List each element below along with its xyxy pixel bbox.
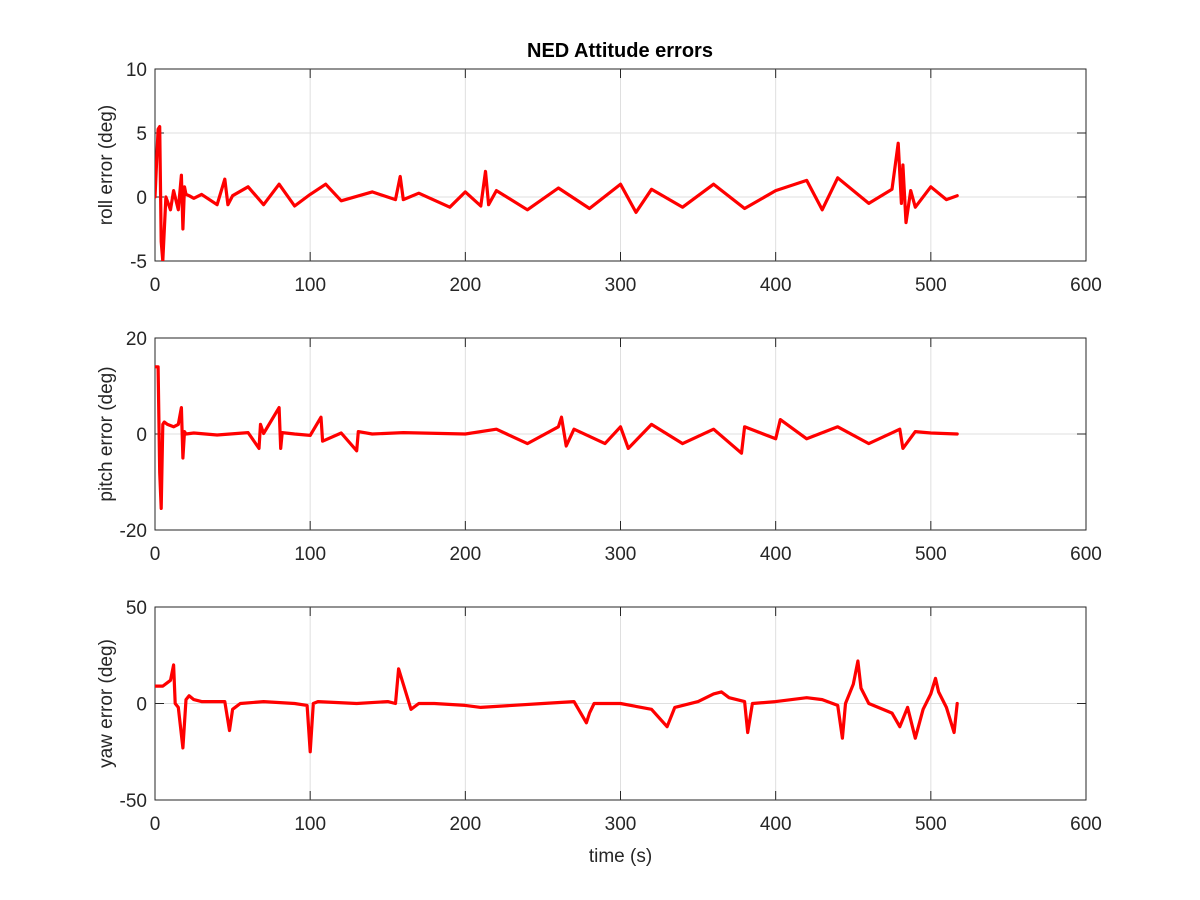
yaw-ytick-label: 0 <box>136 695 147 716</box>
roll-xtick-label: 500 <box>915 275 947 296</box>
yaw-xtick-label: 500 <box>915 814 947 835</box>
roll-ylabel: roll error (deg) <box>96 105 117 225</box>
pitch-ylabel: pitch error (deg) <box>96 366 117 501</box>
pitch-ytick-label: -20 <box>120 521 147 542</box>
yaw-xtick-label: 400 <box>760 814 792 835</box>
pitch-error-series <box>155 365 959 510</box>
roll-ytick-label: 0 <box>136 188 147 209</box>
figure-title: NED Attitude errors <box>527 40 713 62</box>
pitch-xtick-label: 400 <box>760 544 792 565</box>
pitch-ytick-label: 20 <box>126 329 147 350</box>
roll-xtick-label: 0 <box>150 275 161 296</box>
yaw-ytick-label: 50 <box>126 598 147 619</box>
yaw-xtick-label: 600 <box>1070 814 1102 835</box>
pitch-xtick-label: 500 <box>915 544 947 565</box>
roll-ytick-label: -5 <box>130 252 147 273</box>
yaw-xtick-label: 100 <box>294 814 326 835</box>
pitch-xtick-label: 300 <box>605 544 637 565</box>
pitch-xtick-label: 200 <box>449 544 481 565</box>
yaw-xtick-label: 200 <box>449 814 481 835</box>
yaw-error-series <box>155 659 959 754</box>
pitch-xtick-label: 0 <box>150 544 161 565</box>
roll-xtick-label: 200 <box>449 275 481 296</box>
roll-xtick-label: 400 <box>760 275 792 296</box>
yaw-xtick-label: 0 <box>150 814 161 835</box>
yaw-ylabel: yaw error (deg) <box>96 639 117 768</box>
pitch-xtick-label: 100 <box>294 544 326 565</box>
yaw-xtick-label: 300 <box>605 814 637 835</box>
roll-ytick-label: 10 <box>126 60 147 81</box>
pitch-ytick-label: 0 <box>136 425 147 446</box>
roll-error-series <box>155 124 959 261</box>
yaw-ytick-label: -50 <box>120 791 147 812</box>
roll-xtick-label: 300 <box>605 275 637 296</box>
roll-xtick-label: 600 <box>1070 275 1102 296</box>
roll-ytick-label: 5 <box>136 124 147 145</box>
pitch-xtick-label: 600 <box>1070 544 1102 565</box>
roll-xtick-label: 100 <box>294 275 326 296</box>
yaw-xlabel: time (s) <box>589 846 652 867</box>
